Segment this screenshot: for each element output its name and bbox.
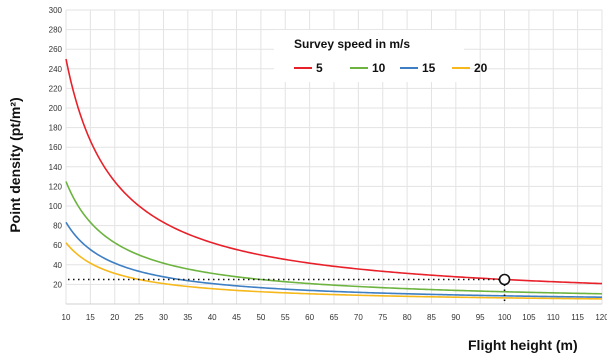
x-tick-label: 100 — [498, 313, 512, 322]
x-tick-label: 85 — [427, 313, 436, 322]
legend: 5 10 15 20 — [294, 61, 488, 75]
x-tick-label: 55 — [281, 313, 290, 322]
x-axis-label: Flight height (m) — [468, 337, 578, 353]
annotation-marker — [498, 273, 511, 286]
x-tick-label: 110 — [547, 313, 560, 322]
y-tick-label: 80 — [53, 222, 62, 231]
series-lines — [65, 58, 603, 300]
x-tick-label: 40 — [208, 313, 217, 322]
legend-label-15: 15 — [422, 61, 436, 75]
y-tick-label: 120 — [49, 182, 63, 191]
y-tick-label: 180 — [49, 124, 63, 133]
legend-background — [274, 30, 464, 82]
x-tick-label: 60 — [305, 313, 314, 322]
x-tick-label: 80 — [403, 313, 412, 322]
x-tick-label: 115 — [571, 313, 584, 322]
x-axis-ticks: 10 15 20 25 30 35 40 45 50 55 60 65 70 75 80 85 90 95 100 1… — [62, 313, 607, 322]
y-tick-label: 220 — [49, 84, 63, 93]
legend-title: Survey speed in m/s — [294, 37, 410, 51]
y-tick-label: 240 — [49, 65, 63, 74]
y-axis-ticks: 20 40 60 80 100 120 140 160 180 200 220 240 260 280 30… — [49, 6, 63, 289]
y-tick-label: 160 — [49, 143, 63, 152]
y-tick-label: 100 — [49, 202, 63, 211]
y-tick-label: 200 — [49, 104, 63, 113]
x-tick-label: 45 — [232, 313, 241, 322]
y-tick-label: 40 — [53, 261, 62, 270]
series-line-15 — [65, 221, 603, 298]
x-tick-label: 50 — [256, 313, 265, 322]
y-tick-label: 260 — [49, 45, 63, 54]
series-line-5 — [65, 58, 603, 285]
x-tick-label: 10 — [62, 313, 71, 322]
series-line-20 — [65, 242, 603, 300]
y-tick-label: 60 — [53, 241, 62, 250]
x-tick-label: 95 — [476, 313, 485, 322]
y-axis-label: Point density (pt/m²) — [7, 97, 23, 232]
x-tick-label: 105 — [522, 313, 536, 322]
y-tick-label: 300 — [49, 6, 63, 15]
x-tick-label: 30 — [159, 313, 168, 322]
x-tick-label: 65 — [330, 313, 339, 322]
x-tick-label: 75 — [378, 313, 387, 322]
x-tick-label: 35 — [183, 313, 192, 322]
x-tick-label: 20 — [110, 313, 119, 322]
y-tick-label: 280 — [49, 26, 63, 35]
x-tick-label: 120 — [595, 313, 607, 322]
x-tick-label: 90 — [451, 313, 460, 322]
y-tick-label: 20 — [53, 280, 62, 289]
legend-label-10: 10 — [372, 61, 386, 75]
series-line-10 — [65, 181, 603, 295]
x-tick-label: 15 — [86, 313, 95, 322]
annotation — [68, 273, 511, 304]
x-tick-label: 70 — [354, 313, 363, 322]
x-tick-label: 25 — [135, 313, 144, 322]
legend-label-5: 5 — [316, 61, 323, 75]
legend-label-20: 20 — [474, 61, 488, 75]
y-tick-label: 140 — [49, 163, 63, 172]
